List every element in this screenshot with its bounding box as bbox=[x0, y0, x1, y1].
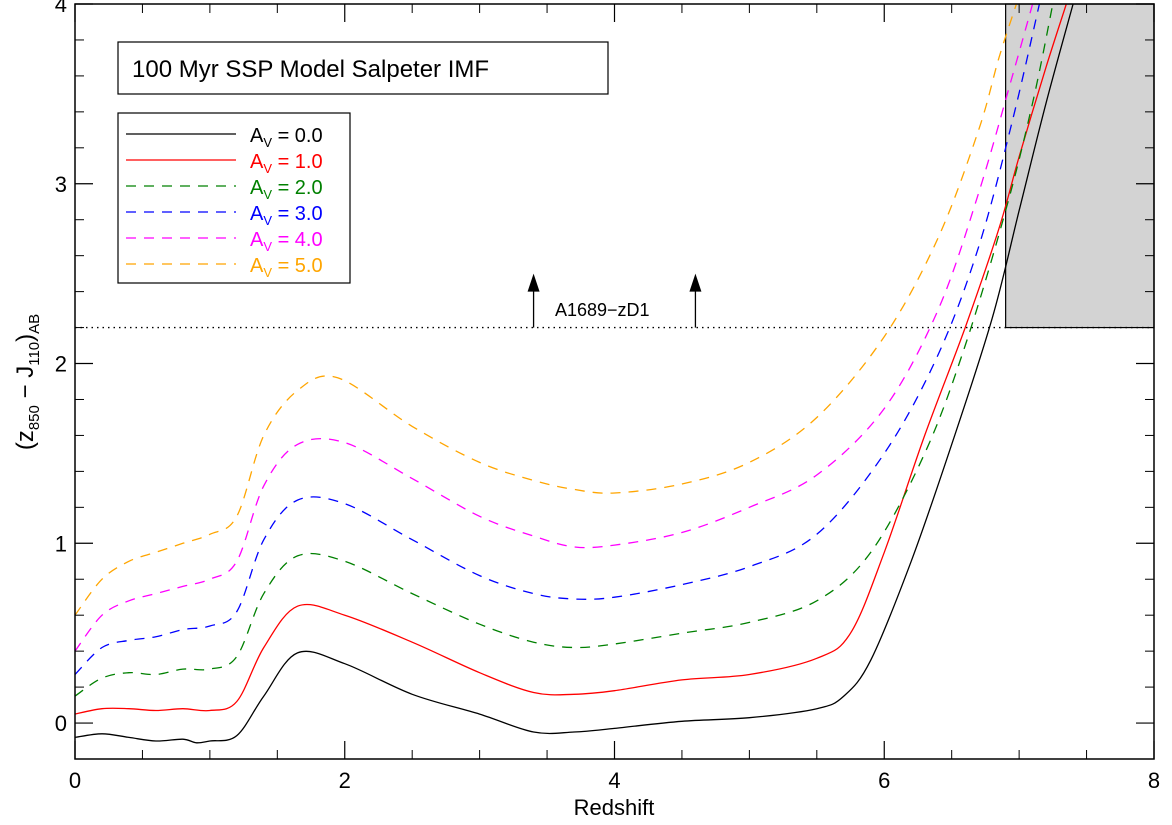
legend-label-0: AV = 0.0 bbox=[250, 125, 323, 150]
threshold-arrow-head bbox=[689, 273, 702, 292]
legend-label-3: AV = 3.0 bbox=[250, 203, 323, 228]
series-line-av-4 bbox=[75, 4, 1034, 652]
series-line-av-2 bbox=[75, 4, 1054, 697]
legend-label-1: AV = 1.0 bbox=[250, 151, 323, 176]
legend-label-4: AV = 4.0 bbox=[250, 229, 323, 254]
annotation-text: 100 Myr SSP Model Salpeter IMF bbox=[132, 56, 489, 83]
y-tick-label: 4 bbox=[55, 0, 67, 17]
y-tick-label: 3 bbox=[55, 172, 67, 197]
x-tick-label: 4 bbox=[608, 768, 620, 793]
legend-label-5: AV = 5.0 bbox=[250, 255, 323, 280]
x-tick-label: 2 bbox=[339, 768, 351, 793]
series-line-av-1 bbox=[75, 4, 1067, 715]
y-tick-label: 1 bbox=[55, 531, 67, 556]
legend-box bbox=[117, 112, 351, 284]
legend-label-2: AV = 2.0 bbox=[250, 177, 323, 202]
series-line-av-5 bbox=[75, 4, 1018, 616]
series-line-av-3 bbox=[75, 4, 1041, 675]
x-tick-label: 0 bbox=[69, 768, 81, 793]
y-axis-label: (z850 − J110)AB bbox=[12, 314, 43, 450]
shaded-region bbox=[1005, 3, 1155, 329]
series-line-av-0 bbox=[75, 4, 1074, 744]
y-tick-label: 0 bbox=[55, 711, 67, 736]
threshold-label: A1689−zD1 bbox=[555, 300, 650, 320]
annotation-box bbox=[117, 41, 609, 95]
x-axis-label: Redshift bbox=[574, 795, 655, 820]
threshold-arrow-head bbox=[527, 273, 540, 292]
x-tick-label: 6 bbox=[878, 768, 890, 793]
y-tick-label: 2 bbox=[55, 352, 67, 377]
x-tick-label: 8 bbox=[1148, 768, 1160, 793]
